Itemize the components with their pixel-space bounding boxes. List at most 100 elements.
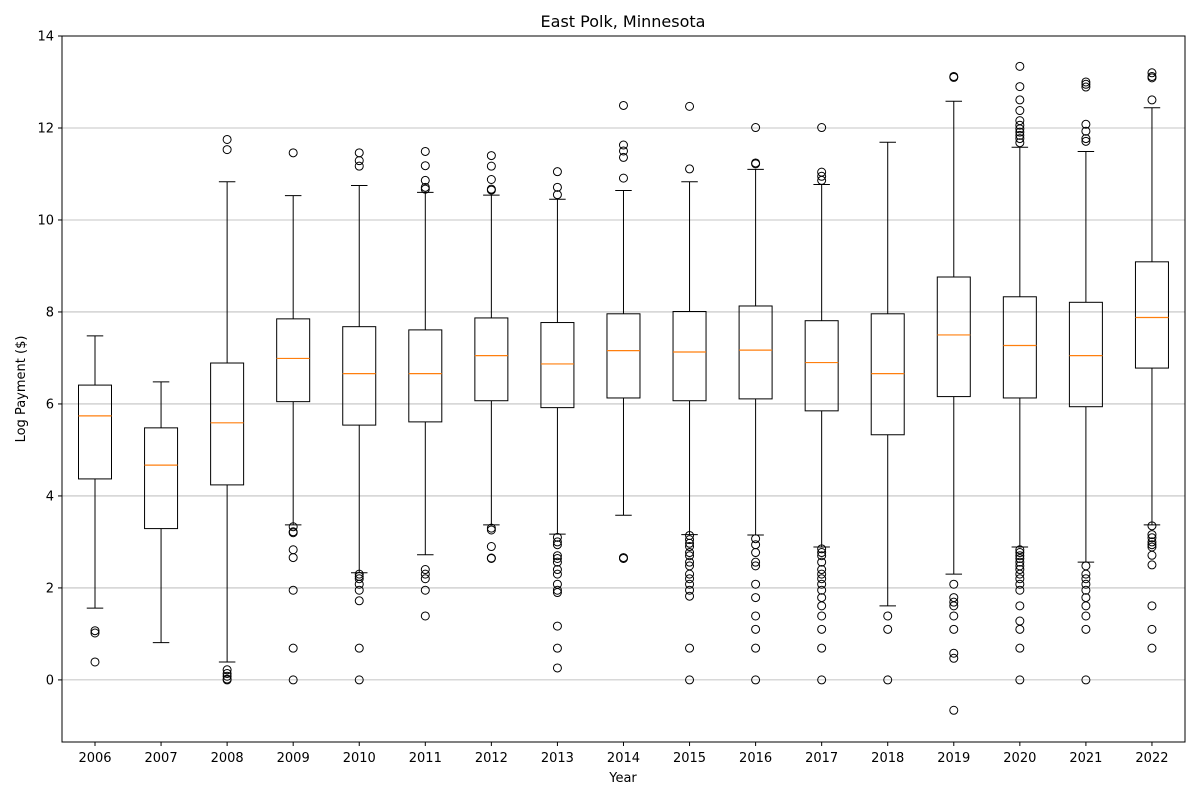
flier-point xyxy=(817,123,827,133)
flier-point xyxy=(486,174,496,184)
flier-point xyxy=(751,123,761,133)
flier-point xyxy=(486,553,496,563)
flier-point xyxy=(817,593,827,603)
y-ticks: 0 2 4 6 8 10 12 14 xyxy=(37,30,62,688)
flier-point xyxy=(1147,601,1157,611)
flier-point xyxy=(1147,560,1157,570)
flier-point xyxy=(354,596,364,606)
flier-point xyxy=(751,561,761,571)
flier-point xyxy=(685,579,695,589)
flier-point xyxy=(685,535,695,545)
x-tick-label: 2006 xyxy=(78,751,111,766)
flier-point xyxy=(883,675,893,685)
flier-point xyxy=(354,579,364,589)
x-tick-label: 2013 xyxy=(541,751,574,766)
flier-point xyxy=(751,579,761,589)
flier-point xyxy=(288,148,298,158)
flier-point xyxy=(552,182,562,192)
x-tick-label: 2019 xyxy=(937,751,970,766)
flier-point xyxy=(751,624,761,634)
chart-title: East Polk, Minnesota xyxy=(541,12,706,31)
flier-point xyxy=(354,574,364,584)
iqr-box xyxy=(1002,296,1037,399)
flier-point xyxy=(354,643,364,653)
flier-point xyxy=(552,167,562,177)
flier-point xyxy=(1015,574,1025,584)
flier-point xyxy=(486,525,496,535)
flier-point xyxy=(949,653,959,663)
flier-point xyxy=(1081,134,1091,144)
boxes xyxy=(78,61,1169,715)
flier-point xyxy=(1015,601,1025,611)
iqr-box xyxy=(474,317,509,402)
y-axis-label: Log Payment ($) xyxy=(14,336,29,443)
flier-point xyxy=(1081,569,1091,579)
flier-point xyxy=(420,585,430,595)
flier-point xyxy=(751,643,761,653)
flier-point xyxy=(949,601,959,611)
flier-point xyxy=(1015,545,1025,555)
flier-point xyxy=(354,585,364,595)
flier-point xyxy=(552,190,562,200)
flier-point xyxy=(1147,643,1157,653)
flier-point xyxy=(1081,624,1091,634)
flier-point xyxy=(817,611,827,621)
flier-point xyxy=(1015,124,1025,134)
iqr-box xyxy=(804,320,839,412)
flier-point xyxy=(420,161,430,171)
flier-point xyxy=(751,534,761,544)
iqr-box xyxy=(210,362,245,486)
x-ticks: 2006 2007 2008 2009 2010 2011 2012 2013 2014 2015… xyxy=(78,742,1169,766)
y-tick-label: 10 xyxy=(37,213,54,228)
flier-point xyxy=(552,621,562,631)
flier-point xyxy=(817,675,827,685)
iqr-box xyxy=(408,329,443,423)
box-2018 xyxy=(870,141,905,685)
flier-point xyxy=(90,657,100,667)
flier-point xyxy=(1015,643,1025,653)
flier-point xyxy=(751,593,761,603)
flier-point xyxy=(1015,82,1025,92)
flier-point xyxy=(685,643,695,653)
iqr-box xyxy=(276,318,311,403)
flier-point xyxy=(618,140,628,150)
flier-point xyxy=(288,585,298,595)
flier-point xyxy=(1015,565,1025,575)
flier-point xyxy=(1081,601,1091,611)
flier-point xyxy=(1081,126,1091,136)
flier-point xyxy=(1147,521,1157,531)
flier-point xyxy=(1081,77,1091,87)
x-tick-label: 2014 xyxy=(607,751,640,766)
flier-point xyxy=(1015,569,1025,579)
flier-point xyxy=(1015,134,1025,144)
flier-point xyxy=(817,601,827,611)
flier-point xyxy=(817,557,827,567)
x-tick-label: 2016 xyxy=(739,751,772,766)
flier-point xyxy=(1015,106,1025,116)
iqr-box xyxy=(870,313,905,436)
y-tick-label: 14 xyxy=(37,30,54,45)
flier-point xyxy=(90,626,100,636)
flier-point xyxy=(552,588,562,598)
iqr-box xyxy=(342,326,377,426)
flier-point xyxy=(552,551,562,561)
flier-point xyxy=(354,161,364,171)
iqr-box xyxy=(936,276,971,398)
flier-point xyxy=(1015,624,1025,634)
flier-point xyxy=(817,175,827,185)
flier-point xyxy=(1015,127,1025,137)
flier-point xyxy=(883,624,893,634)
flier-point xyxy=(552,585,562,595)
flier-point xyxy=(420,569,430,579)
box-2022 xyxy=(1134,68,1169,653)
flier-point xyxy=(90,628,100,638)
iqr-box xyxy=(672,311,707,402)
flier-point xyxy=(1147,537,1157,547)
box-2020 xyxy=(1002,61,1037,685)
flier-point xyxy=(1147,73,1157,83)
flier-point xyxy=(288,675,298,685)
flier-point xyxy=(288,643,298,653)
flier-point xyxy=(751,557,761,567)
flier-point xyxy=(1147,68,1157,78)
